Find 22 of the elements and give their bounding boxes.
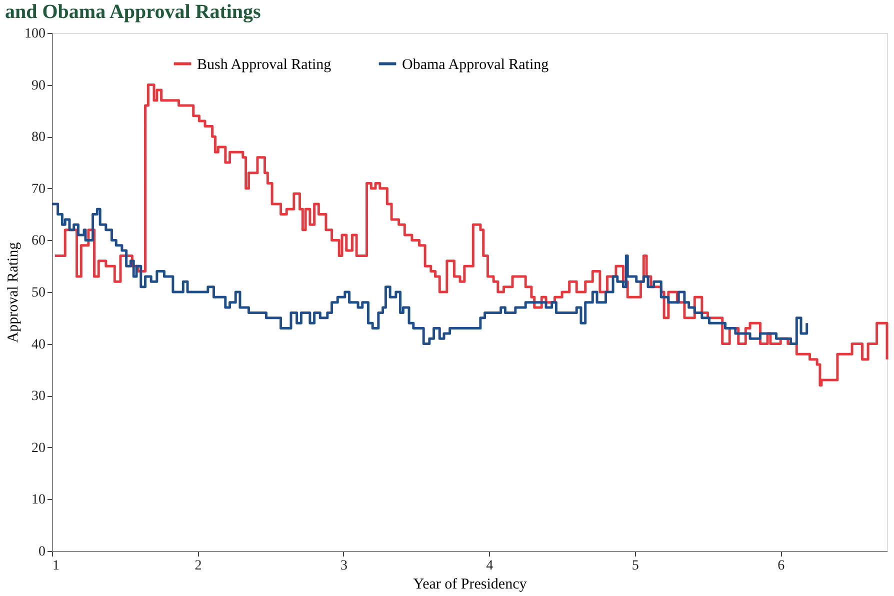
y-tick-label: 10	[32, 492, 46, 508]
y-tick-label: 70	[32, 182, 46, 197]
x-axis-title: Year of Presidency	[413, 576, 528, 592]
x-tick-label: 3	[340, 558, 348, 574]
x-tick-label: 4	[486, 558, 494, 574]
y-tick-label: 40	[32, 337, 46, 352]
x-tick-label: 2	[194, 558, 202, 574]
y-tick-label: 90	[32, 78, 46, 94]
y-tick-label: 80	[32, 130, 46, 146]
y-tick-label: 50	[32, 286, 46, 300]
chart-title: and Obama Approval Ratings	[5, 1, 262, 23]
legend-label: Bush Approval Rating	[197, 56, 332, 73]
y-axis-title: Approval Rating	[6, 242, 22, 343]
x-tick-label: 1	[52, 558, 60, 574]
x-tick-label: 5	[632, 558, 639, 574]
legend-label: Obama Approval Rating	[402, 56, 550, 73]
y-tick-label: 100	[24, 26, 46, 42]
y-tick-label: 0	[38, 544, 46, 560]
y-tick-label: 60	[32, 234, 46, 249]
y-tick-label: 30	[32, 389, 46, 404]
y-tick-label: 20	[32, 440, 46, 456]
x-tick-label: 6	[778, 558, 785, 574]
